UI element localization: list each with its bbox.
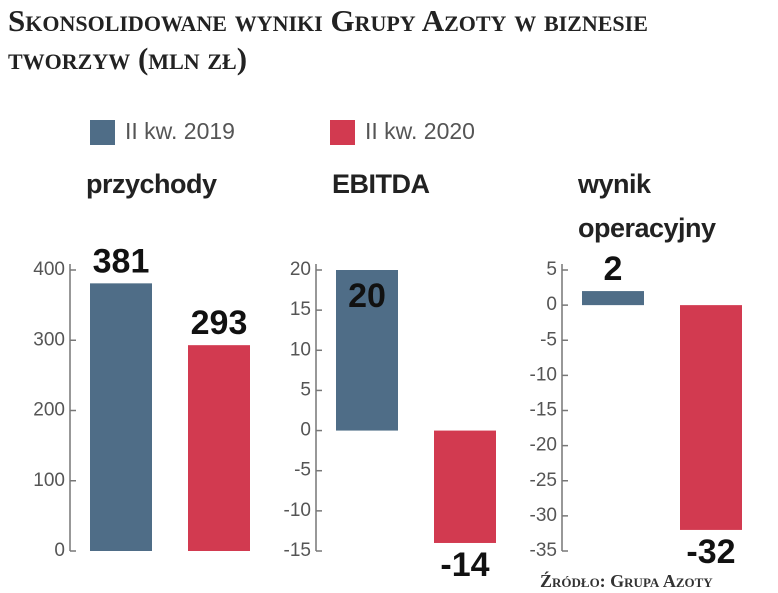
bar: [680, 305, 742, 530]
panel-title: przychody: [86, 169, 217, 199]
y-tick-label: 15: [290, 299, 311, 320]
legend-label: II kw. 2020: [365, 118, 475, 144]
bar: [188, 345, 250, 551]
legend-swatch: [90, 120, 115, 145]
bar: [336, 270, 398, 431]
y-tick-label: -10: [530, 364, 557, 385]
value-label: 381: [93, 242, 150, 280]
value-label: 2: [604, 250, 623, 288]
legend-label: II kw. 2019: [125, 118, 235, 144]
y-tick-label: -35: [530, 540, 557, 561]
y-tick-label: 20: [290, 259, 311, 280]
y-tick-label: 0: [54, 540, 65, 561]
y-tick-label: 0: [546, 294, 557, 315]
y-tick-label: -5: [294, 460, 311, 481]
y-tick-label: -15: [284, 540, 311, 561]
y-tick-label: 5: [300, 379, 311, 400]
y-tick-label: 200: [33, 400, 65, 421]
legend-swatch: [330, 120, 355, 145]
y-tick-label: 300: [33, 329, 65, 350]
bar: [434, 430, 496, 543]
value-label: -14: [440, 546, 489, 584]
chart-title: Skonsolidowane wyniki Grupy Azoty w bizn…: [8, 3, 648, 76]
panel-title: wynik operacyjny: [578, 169, 716, 243]
y-tick-label: -5: [540, 329, 557, 350]
y-tick-label: 10: [290, 339, 311, 360]
bar: [582, 291, 644, 306]
panel-title: EBITDA: [332, 169, 430, 199]
value-label: 293: [191, 304, 248, 342]
y-tick-label: 400: [33, 259, 65, 280]
y-tick-label: -25: [530, 470, 557, 491]
y-tick-label: 5: [546, 259, 557, 280]
value-label: -32: [686, 533, 735, 571]
y-tick-label: -20: [530, 435, 557, 456]
source: Źródło: Grupa Azoty: [540, 570, 713, 591]
y-tick-label: -10: [284, 500, 311, 521]
value-label: 20: [348, 277, 386, 315]
y-tick-label: -30: [530, 505, 557, 526]
y-tick-label: 100: [33, 470, 65, 491]
bar: [90, 283, 152, 551]
y-tick-label: -15: [530, 400, 557, 421]
y-tick-label: 0: [300, 420, 311, 441]
